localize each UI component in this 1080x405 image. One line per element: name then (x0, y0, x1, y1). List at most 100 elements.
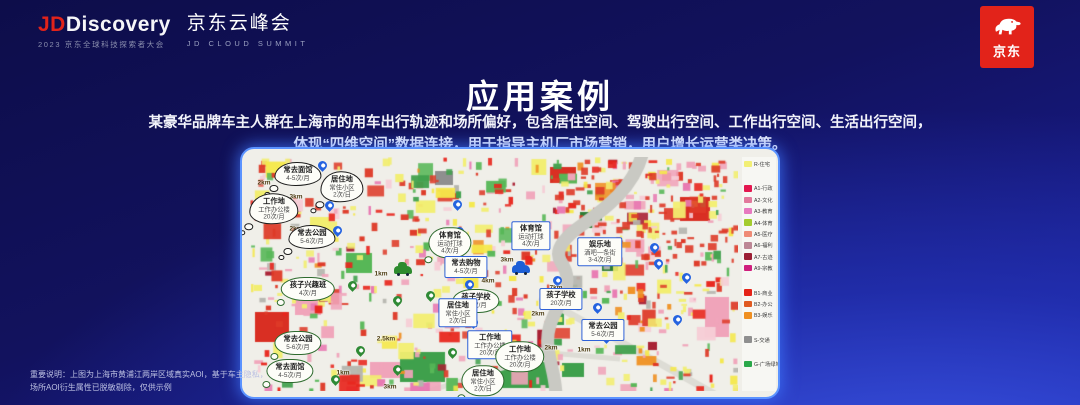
callout-detail: 运动打球 (437, 239, 463, 247)
legend-item: A7-古迹 (744, 253, 775, 261)
callout-detail: 20次/月 (550, 299, 572, 307)
legend-label: A2-文化 (754, 197, 773, 204)
map-callout: 常去公园 5-6次/月 (270, 330, 322, 361)
map-callout: 常去公园 5-6次/月 (581, 318, 625, 342)
map-callout: 居住地 常住小区 2次/日 (310, 171, 364, 215)
summit-brand: 京东云峰会 JD CLOUD SUMMIT (187, 13, 309, 48)
callout-detail: 20次/月 (509, 361, 531, 369)
location-pin-icon (680, 271, 693, 284)
location-pin-icon (424, 289, 437, 302)
jdd-logo: JDDiscovery 2023 京东全球科技探索者大会 (38, 14, 171, 50)
location-pin-icon (652, 257, 665, 270)
map-legend: R-住宅 A1-行政 A2-文化 A3-教育 A4-体育 A5-医疗 A6-福利 A7-古迹 A… (742, 157, 778, 391)
callout-title: 工作地 (509, 344, 531, 354)
callout-title: 常去购物 (451, 257, 481, 267)
footnote-line2: 场所AOI衍生属性已脱敏剔除，仅供示例 (30, 383, 172, 393)
legend-label: A6-福利 (754, 243, 773, 250)
location-pin-icon (323, 199, 336, 212)
car-icon (512, 261, 530, 275)
description-line1: 某豪华品牌车主人群在上海市的用车出行轨迹和场所偏好，包含居住空间、驾驶出行空间、… (148, 115, 932, 131)
callout-detail: 4-5次/月 (278, 371, 302, 379)
legend-item: A5-医疗 (744, 230, 775, 238)
map-callout: 居住地 常住小区 2次/日 (457, 365, 505, 397)
callout-title: 孩子兴趣班 (289, 279, 327, 289)
map-callout: 居住地 常住小区 2次/日 (438, 298, 478, 328)
legend-item: S-交通 (744, 336, 775, 344)
map-callout: 娱乐地 酒吧一条街 3-4次/月 (577, 237, 623, 267)
location-pin-icon (451, 198, 464, 211)
legend-swatch (744, 242, 752, 249)
legend-swatch (744, 185, 752, 192)
callout-title: 孩子学校 (546, 289, 576, 299)
legend-item: A9-宗教 (744, 264, 775, 272)
distance-label: 1km (577, 346, 591, 354)
map-callout: 常去面馆 4-5次/月 (262, 358, 314, 389)
footnote: 重要说明：上图为上海市黄浦江两岸区域真实AOI，基于车主隐私， 场所AOI衍生属… (30, 369, 268, 395)
legend-swatch (744, 219, 752, 226)
callout-detail: 4-5次/月 (286, 174, 310, 182)
distance-label: 3km (383, 383, 397, 391)
callout-detail: 运动打球 (518, 232, 544, 240)
callout-detail: 工作办公楼 (474, 341, 506, 349)
callout-detail: 3-4次/月 (588, 256, 612, 264)
callout-title: 居住地 (472, 368, 494, 378)
callout-title: 常去公园 (588, 320, 618, 330)
location-pin-icon (391, 294, 404, 307)
distance-label: 2.5km (376, 335, 396, 343)
callout-detail: 4次/月 (522, 240, 540, 248)
legend-swatch (744, 289, 752, 296)
callout-detail: 4次/月 (299, 289, 317, 297)
legend-swatch (744, 160, 752, 168)
location-pin-icon (354, 344, 367, 357)
legend-label: B2-办公 (754, 302, 773, 308)
legend-label: A4-体育 (754, 220, 773, 227)
callout-detail: 常住小区 (470, 377, 496, 385)
legend-label: B1-商业 (754, 290, 773, 297)
legend-swatch (744, 360, 752, 368)
callout-detail: 5-6次/月 (591, 330, 615, 338)
legend-swatch (744, 196, 752, 204)
map-panel: 常去面馆 4-5次/月 居住地 常住小区 2次/日 工作地 工作办公楼 20次/月 常去公园 5-… (240, 147, 780, 399)
callout-title: 常去面馆 (275, 361, 305, 371)
location-pin-icon (671, 313, 684, 326)
map-callout: 工作地 工作办公楼 20次/月 (242, 193, 299, 237)
footnote-line1: 重要说明：上图为上海市黄浦江两岸区域真实AOI，基于车主隐私， (30, 370, 268, 380)
distance-label: 3km (500, 256, 514, 264)
callout-detail: 4次/月 (441, 247, 459, 255)
legend-swatch (744, 253, 752, 260)
legend-item: A2-文化 (744, 196, 775, 204)
callout-detail: 20次/月 (479, 349, 501, 357)
callout-detail: 工作办公楼 (258, 205, 290, 213)
distance-label: 3km (289, 193, 303, 201)
callout-title: 工作地 (263, 196, 285, 206)
callout-detail: 2次/日 (333, 191, 351, 199)
callout-detail: 常住小区 (329, 183, 355, 191)
legend-swatch (744, 336, 752, 343)
distance-label: 2km (544, 344, 558, 352)
legend-swatch (744, 312, 752, 319)
jd-corner-logo: 京东 (980, 6, 1034, 68)
location-pin-icon (446, 346, 459, 359)
callout-title: 常去公园 (297, 227, 327, 237)
legend-item: B3-娱乐 (744, 311, 775, 319)
legend-item: B2-办公 (744, 300, 775, 308)
map-callout: 常去公园 5-6次/月 (278, 224, 336, 261)
callout-detail: 常住小区 (445, 309, 471, 317)
location-pin-icon (591, 301, 604, 314)
distance-label: 2km (257, 179, 271, 187)
map-callout: 常去购物 4-5次/月 (444, 255, 488, 279)
map-callout: 常去面馆 4-5次/月 (264, 161, 322, 198)
legend-swatch (744, 300, 752, 308)
callout-detail: 工作办公楼 (504, 353, 536, 361)
callout-detail: 2次/日 (474, 385, 492, 393)
legend-item: A3-教育 (744, 207, 775, 215)
callout-detail: 4-5次/月 (454, 267, 478, 275)
legend-item: A4-体育 (744, 219, 775, 227)
callout-detail: 5-6次/月 (286, 343, 310, 351)
legend-label: R-住宅 (754, 162, 770, 168)
callout-title: 体育馆 (439, 230, 461, 240)
callout-title: 孩子学校 (461, 291, 491, 301)
map-callout: 体育馆 运动打球 4次/月 (511, 221, 551, 251)
map-callout: 工作地 工作办公楼 20次/月 (491, 341, 545, 379)
